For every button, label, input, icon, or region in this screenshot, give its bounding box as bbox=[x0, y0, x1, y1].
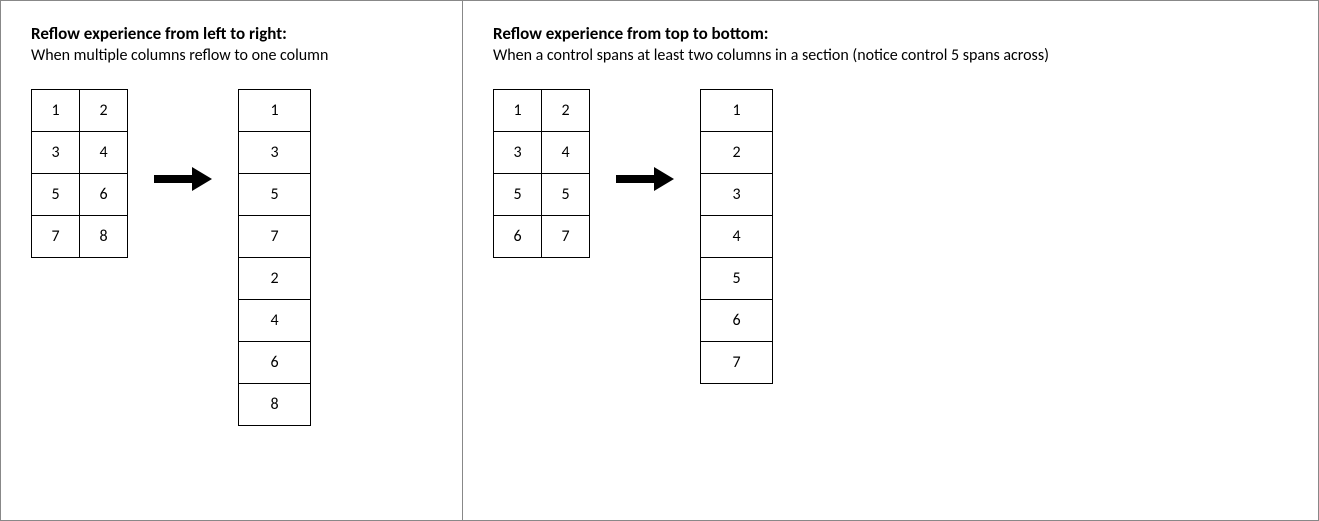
left-subtitle: When multiple columns reflow to one colu… bbox=[31, 46, 432, 65]
cell: 6 bbox=[494, 216, 542, 258]
cell: 6 bbox=[701, 300, 773, 342]
cell: 3 bbox=[32, 132, 80, 174]
left-before-grid: 12 34 56 78 bbox=[31, 89, 128, 258]
arrow-right-icon bbox=[154, 164, 212, 194]
right-diagram: 12 34 55 67 1 2 3 4 5 6 7 bbox=[493, 89, 1288, 384]
cell: 1 bbox=[32, 90, 80, 132]
left-after-grid: 1 3 5 7 2 4 6 8 bbox=[238, 89, 311, 426]
cell: 6 bbox=[80, 174, 128, 216]
cell: 7 bbox=[542, 216, 590, 258]
cell: 2 bbox=[80, 90, 128, 132]
cell: 3 bbox=[494, 132, 542, 174]
cell: 1 bbox=[701, 90, 773, 132]
cell: 6 bbox=[239, 342, 311, 384]
right-after-grid: 1 2 3 4 5 6 7 bbox=[700, 89, 773, 384]
cell: 8 bbox=[239, 384, 311, 426]
cell: 2 bbox=[701, 132, 773, 174]
cell: 1 bbox=[239, 90, 311, 132]
left-diagram: 12 34 56 78 1 3 5 7 2 4 6 8 bbox=[31, 89, 432, 426]
cell: 2 bbox=[239, 258, 311, 300]
cell: 4 bbox=[80, 132, 128, 174]
panel-left-to-right: Reflow experience from left to right: Wh… bbox=[1, 1, 463, 520]
arrow-right-icon bbox=[616, 164, 674, 194]
cell: 3 bbox=[239, 132, 311, 174]
cell: 1 bbox=[494, 90, 542, 132]
panel-top-to-bottom: Reflow experience from top to bottom: Wh… bbox=[463, 1, 1318, 520]
cell: 4 bbox=[542, 132, 590, 174]
cell: 5 bbox=[494, 174, 542, 216]
arrow-container bbox=[616, 89, 674, 269]
cell: 5 bbox=[32, 174, 80, 216]
cell: 4 bbox=[701, 216, 773, 258]
cell: 5 bbox=[701, 258, 773, 300]
left-title: Reflow experience from left to right: bbox=[31, 23, 432, 44]
diagram-container: Reflow experience from left to right: Wh… bbox=[0, 0, 1319, 521]
cell: 7 bbox=[701, 342, 773, 384]
cell: 7 bbox=[32, 216, 80, 258]
cell: 5 bbox=[239, 174, 311, 216]
cell: 5 bbox=[542, 174, 590, 216]
cell: 8 bbox=[80, 216, 128, 258]
right-title: Reflow experience from top to bottom: bbox=[493, 23, 1288, 44]
cell: 2 bbox=[542, 90, 590, 132]
arrow-container bbox=[154, 89, 212, 269]
right-subtitle: When a control spans at least two column… bbox=[493, 46, 1288, 65]
cell: 7 bbox=[239, 216, 311, 258]
cell: 4 bbox=[239, 300, 311, 342]
cell: 3 bbox=[701, 174, 773, 216]
right-before-grid: 12 34 55 67 bbox=[493, 89, 590, 258]
